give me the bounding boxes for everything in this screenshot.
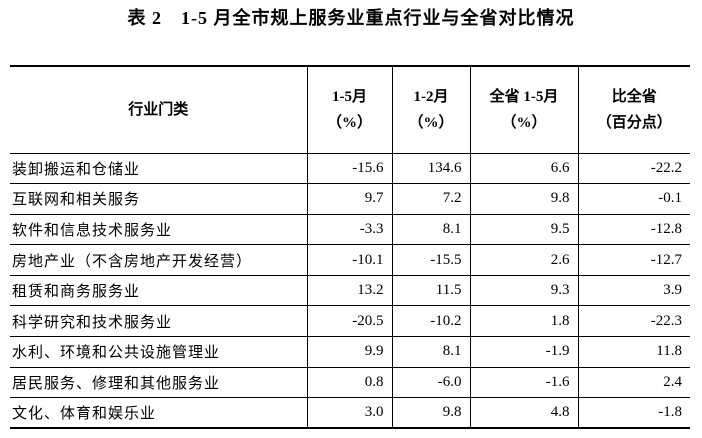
value-cell: 8.1	[391, 214, 470, 246]
header-line: （%）	[408, 114, 454, 131]
table-body: 装卸搬运和仓储业 -15.6 134.6 6.6 -22.2 互联网和相关服务 9.7 7.2…	[10, 153, 690, 430]
header-line: （%）	[326, 114, 372, 131]
header-line: 1-5月	[332, 88, 367, 105]
header-line: 行业门类	[128, 101, 189, 118]
header-line: （%）	[501, 114, 547, 131]
value-cell: 9.8	[469, 183, 578, 215]
header-cell: 1-2月 （%）	[391, 66, 470, 154]
table-row: 科学研究和技术服务业 -20.5 -10.2 1.8 -22.3	[10, 305, 690, 338]
value-cell: 2.6	[469, 244, 578, 276]
value-cell: -1.8	[577, 397, 690, 430]
row-label: 互联网和相关服务	[10, 183, 307, 215]
value-cell: 6.6	[469, 153, 578, 185]
header-line: 比全省	[611, 88, 657, 105]
value-cell: -10.1	[306, 244, 392, 276]
value-cell: 9.9	[306, 336, 392, 368]
value-cell: 8.1	[391, 336, 470, 368]
value-cell: -22.3	[577, 305, 690, 338]
table-row: 互联网和相关服务 9.7 7.2 9.8 -0.1	[10, 183, 690, 215]
value-cell: 3.0	[306, 397, 392, 430]
table-row: 房地产业（不含房地产开发经营） -10.1 -15.5 2.6 -12.7	[10, 244, 690, 276]
value-cell: -20.5	[306, 305, 392, 338]
value-cell: -15.5	[391, 244, 470, 276]
header-line: 1-2月	[413, 88, 449, 105]
table-row: 租赁和商务服务业 13.2 11.5 9.3 3.9	[10, 275, 690, 307]
value-cell: 134.6	[391, 153, 470, 185]
row-label: 科学研究和技术服务业	[10, 305, 307, 338]
value-cell: 9.7	[306, 183, 392, 215]
value-cell: -3.3	[306, 214, 392, 246]
value-cell: 9.3	[469, 275, 578, 307]
value-cell: -15.6	[306, 153, 392, 185]
value-cell: -1.9	[469, 336, 578, 368]
value-cell: 1.8	[469, 305, 578, 338]
value-cell: -10.2	[391, 305, 470, 338]
header-cell: 1-5月 （%）	[306, 66, 392, 154]
data-table: 行业门类 1-5月 （%） 1-2月 （%） 全省 1-5月 （%） 比全省 （百分点） 装卸搬…	[10, 65, 690, 430]
value-cell: -12.8	[577, 214, 690, 246]
value-cell: 11.8	[577, 336, 690, 368]
header-line: （百分点）	[596, 114, 672, 131]
header-cell: 行业门类	[10, 66, 307, 154]
header-row: 行业门类 1-5月 （%） 1-2月 （%） 全省 1-5月 （%） 比全省 （百分点）	[10, 66, 690, 154]
value-cell: 9.5	[469, 214, 578, 246]
value-cell: 2.4	[577, 367, 690, 399]
row-label: 文化、体育和娱乐业	[10, 397, 307, 430]
value-cell: -0.1	[577, 183, 690, 215]
value-cell: -12.7	[577, 244, 690, 276]
value-cell: 11.5	[391, 275, 470, 307]
row-label: 装卸搬运和仓储业	[10, 153, 307, 185]
header-cell: 比全省 （百分点）	[577, 66, 690, 154]
table-row: 居民服务、修理和其他服务业 0.8 -6.0 -1.6 2.4	[10, 367, 690, 399]
value-cell: 9.8	[391, 397, 470, 430]
value-cell: 7.2	[391, 183, 470, 215]
row-label: 水利、环境和公共设施管理业	[10, 336, 307, 368]
value-cell: -22.2	[577, 153, 690, 185]
value-cell: -6.0	[391, 367, 470, 399]
value-cell: 4.8	[469, 397, 578, 430]
row-label: 租赁和商务服务业	[10, 275, 307, 307]
value-cell: 3.9	[577, 275, 690, 307]
header-line: 全省 1-5月	[489, 88, 559, 105]
value-cell: -1.6	[469, 367, 578, 399]
table-row: 水利、环境和公共设施管理业 9.9 8.1 -1.9 11.8	[10, 336, 690, 368]
table-title: 表 2 1-5 月全市规上服务业重点行业与全省对比情况	[127, 8, 575, 28]
table-header: 行业门类 1-5月 （%） 1-2月 （%） 全省 1-5月 （%） 比全省 （百分点）	[10, 66, 690, 154]
table-row: 软件和信息技术服务业 -3.3 8.1 9.5 -12.8	[10, 214, 690, 246]
row-label: 软件和信息技术服务业	[10, 214, 307, 246]
table-row: 装卸搬运和仓储业 -15.6 134.6 6.6 -22.2	[10, 153, 690, 185]
header-cell: 全省 1-5月 （%）	[469, 66, 578, 154]
value-cell: 0.8	[306, 367, 392, 399]
value-cell: 13.2	[306, 275, 392, 307]
row-label: 居民服务、修理和其他服务业	[10, 367, 307, 399]
row-label: 房地产业（不含房地产开发经营）	[10, 244, 307, 276]
table-row: 文化、体育和娱乐业 3.0 9.8 4.8 -1.8	[10, 397, 690, 430]
